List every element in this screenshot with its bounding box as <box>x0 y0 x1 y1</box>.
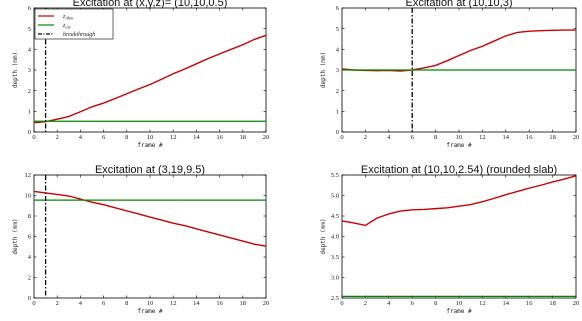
y-tick-label: 0 <box>28 129 31 136</box>
y-tick-label: 4 <box>336 47 340 54</box>
x-axis-label: frame # <box>137 142 163 149</box>
x-tick-label: 4 <box>387 134 391 141</box>
y-tick-label: 3.0 <box>331 275 339 282</box>
series-line-ilbm <box>341 29 576 72</box>
x-tick-label: 18 <box>549 300 556 307</box>
x-tick-label: 6 <box>411 300 415 307</box>
x-tick-label: 6 <box>411 134 415 141</box>
x-tick-label: 18 <box>240 300 247 307</box>
y-tick-label: 8 <box>28 213 31 220</box>
x-axis-label: frame # <box>446 142 472 149</box>
x-tick-label: 4 <box>79 300 83 307</box>
x-tick-label: 0 <box>32 134 35 141</box>
plot-frame <box>33 174 267 299</box>
y-tick-label: 5.0 <box>331 193 339 200</box>
x-tick-label: 20 <box>263 300 270 307</box>
x-tick-label: 8 <box>434 300 437 307</box>
y-tick-label: 5.5 <box>331 172 339 179</box>
y-tick-label: 4.5 <box>331 213 339 220</box>
x-tick-label: 18 <box>549 134 556 141</box>
y-axis-label: depth (mm) <box>12 52 19 88</box>
y-tick-label: 5 <box>28 26 31 33</box>
x-tick-label: 2 <box>364 134 367 141</box>
y-tick-label: 6 <box>28 234 32 241</box>
legend-label: breakthrough <box>63 32 95 38</box>
y-tick-label: 2 <box>28 88 31 95</box>
x-tick-label: 14 <box>503 300 510 307</box>
x-tick-label: 16 <box>526 134 533 141</box>
x-tick-label: 20 <box>573 300 580 307</box>
x-tick-label: 4 <box>387 300 391 307</box>
y-tick-label: 3 <box>336 67 339 74</box>
y-tick-label: 0 <box>28 295 31 302</box>
x-tick-label: 18 <box>240 134 247 141</box>
x-tick-label: 6 <box>102 300 106 307</box>
x-tick-label: 14 <box>503 134 510 141</box>
chart-title: Excitation at (10,10,2.54) (rounded slab… <box>361 164 557 176</box>
x-tick-label: 8 <box>125 300 128 307</box>
x-tick-label: 12 <box>479 300 486 307</box>
x-tick-label: 14 <box>193 300 200 307</box>
legend: zilbm zair breakthrough <box>34 8 114 40</box>
y-tick-label: 6 <box>28 5 32 12</box>
x-tick-label: 2 <box>56 300 59 307</box>
series-line-ilbm <box>33 190 267 247</box>
x-tick-label: 6 <box>102 134 106 141</box>
y-tick-label: 1 <box>28 109 31 116</box>
x-tick-label: 0 <box>340 300 343 307</box>
y-tick-label: 12 <box>25 172 32 179</box>
legend-label: zair <box>62 23 71 30</box>
chart-title: Excitation at (10,10,3) <box>405 0 512 9</box>
y-tick-label: 4 <box>28 47 32 54</box>
x-tick-label: 16 <box>526 300 533 307</box>
series-line-ilbm <box>341 175 577 227</box>
y-axis-label: depth (mm) <box>320 52 327 88</box>
x-tick-label: 10 <box>147 134 154 141</box>
y-tick-label: 3 <box>28 67 31 74</box>
legend-label: zilbm <box>62 14 74 21</box>
y-tick-label: 3.5 <box>331 254 339 261</box>
y-tick-label: 10 <box>25 193 32 200</box>
chart-1: Excitation at (x,y,z)= (10,10,0.5) 0 2 4 6 8 1… <box>12 0 269 149</box>
x-axis-label: frame # <box>137 308 163 315</box>
x-tick-label: 8 <box>434 134 437 141</box>
x-tick-label: 0 <box>32 300 35 307</box>
y-tick-label: 2.5 <box>331 295 339 302</box>
y-tick-label: 4 <box>28 254 32 261</box>
y-axis-label: depth (mm) <box>12 218 19 254</box>
x-tick-label: 12 <box>170 300 177 307</box>
x-tick-label: 16 <box>216 134 223 141</box>
x-tick-label: 2 <box>364 300 367 307</box>
x-tick-label: 12 <box>170 134 177 141</box>
chart-3: Excitation at (3,19,9.5) 0 2 4 6 8 10 12 14 16 18 2… <box>12 164 269 315</box>
y-tick-label: 5 <box>336 26 339 33</box>
x-tick-label: 8 <box>125 134 128 141</box>
plot-frame <box>341 174 577 299</box>
series-line-ilbm <box>33 34 267 124</box>
chart-title: Excitation at (x,y,z)= (10,10,0.5) <box>73 0 228 9</box>
chart-title: Excitation at (3,19,9.5) <box>95 164 205 176</box>
x-tick-label: 16 <box>216 300 223 307</box>
x-tick-label: 20 <box>263 134 270 141</box>
x-tick-label: 10 <box>456 134 463 141</box>
y-tick-label: 1 <box>336 109 339 116</box>
x-tick-label: 10 <box>456 300 463 307</box>
y-tick-label: 2 <box>28 275 31 282</box>
x-axis-label: frame # <box>446 308 472 315</box>
x-tick-label: 2 <box>56 134 59 141</box>
x-tick-label: 0 <box>340 134 343 141</box>
x-tick-label: 20 <box>573 134 580 141</box>
chart-2: Excitation at (10,10,3)0 2 4 6 8 10 12 14 16 18 20… <box>320 0 579 149</box>
chart-4: Excitation at (10,10,2.54) (rounded slab… <box>320 164 579 315</box>
y-tick-label: 0 <box>336 129 339 136</box>
x-tick-label: 12 <box>479 134 486 141</box>
y-tick-label: 4.0 <box>331 234 339 241</box>
x-tick-label: 4 <box>79 134 83 141</box>
y-axis-label: depth (mm) <box>320 218 327 254</box>
y-tick-label: 2 <box>336 88 339 95</box>
y-tick-label: 6 <box>336 5 340 12</box>
x-tick-label: 14 <box>193 134 200 141</box>
x-tick-label: 10 <box>147 300 154 307</box>
